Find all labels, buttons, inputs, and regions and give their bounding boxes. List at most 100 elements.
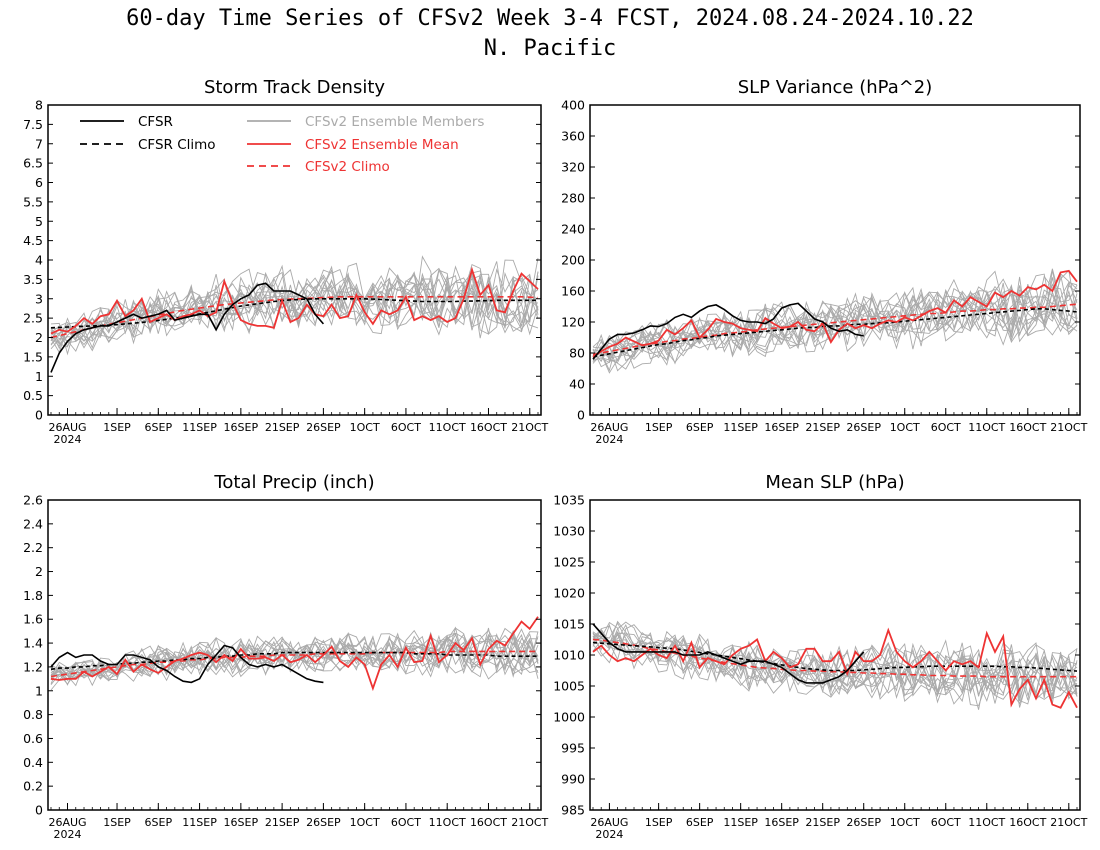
series-cfsr <box>50 282 325 373</box>
member-line <box>50 633 539 681</box>
member-line <box>592 624 1078 707</box>
x-tick-label: 21SEP <box>265 421 300 434</box>
x-tick-year: 2024 <box>54 828 82 841</box>
series-cfsv2-ensemble-mean <box>592 269 1078 358</box>
x-tick-label: 21OCT <box>511 421 548 434</box>
x-tick-label: 1SEP <box>103 816 131 829</box>
x-tick-label: 1SEP <box>103 421 131 434</box>
y-tick-label: 1.6 <box>23 612 43 627</box>
figure-title: 60-day Time Series of CFSv2 Week 3-4 FCS… <box>126 6 974 31</box>
member-line <box>592 273 1078 366</box>
chart-panel-4: Mean SLP (hPa) 985 990 995 1000 1005 1010 1015 1… <box>553 472 1087 841</box>
plot-frame <box>589 104 1081 416</box>
y-tick-label: 1015 <box>553 617 585 632</box>
x-tick-label: 21SEP <box>805 421 840 434</box>
member-line <box>592 282 1078 374</box>
series-cfsv2-climo <box>50 650 538 678</box>
y-tick-label: 160 <box>561 284 585 299</box>
y-tick-label: 400 <box>561 98 585 113</box>
series-cfsv2-climo <box>50 295 539 339</box>
x-tick-label: 11SEP <box>182 816 217 829</box>
y-tick-label: 1035 <box>553 493 585 508</box>
y-tick-label: 80 <box>569 346 585 361</box>
x-tick-label: 11OCT <box>429 816 466 829</box>
member-line <box>592 632 1078 700</box>
figure-subtitle: N. Pacific <box>483 36 617 61</box>
x-tick-label: 6OCT <box>391 816 421 829</box>
member-line <box>592 278 1078 362</box>
panel-title: Storm Track Density <box>204 77 385 98</box>
panel-title: Total Precip (inch) <box>213 472 374 493</box>
panel-title: Mean SLP (hPa) <box>765 472 904 493</box>
y-tick-label: 0.2 <box>23 779 43 794</box>
x-tick-label: 6SEP <box>145 421 173 434</box>
series-cfsr-climo <box>592 307 1078 358</box>
x-tick-label: 1OCT <box>350 421 380 434</box>
x-tick-label: 26SEP <box>306 421 341 434</box>
legend-label: CFSR <box>138 114 173 130</box>
x-tick-label: 26AUG <box>590 421 628 434</box>
y-tick-label: 2.5 <box>23 311 43 326</box>
series-cfsv2-climo <box>592 638 1077 678</box>
y-tick-label: 4.5 <box>23 233 43 248</box>
y-tick-label: 995 <box>561 741 585 756</box>
x-tick-label: 6SEP <box>686 816 714 829</box>
series-cfsv2-ensemble-mean <box>592 627 1078 709</box>
ensemble-members <box>592 268 1078 374</box>
member-line <box>50 268 539 347</box>
series-cfsr <box>50 644 324 684</box>
plot-frame <box>47 104 542 416</box>
x-tick-label: 1OCT <box>890 421 920 434</box>
x-tick-label: 21OCT <box>1050 816 1087 829</box>
y-tick-label: 360 <box>561 129 585 144</box>
series-cfsv2-ensemble-mean <box>50 266 539 335</box>
series-cfsr-climo <box>50 651 538 671</box>
y-tick-label: 5 <box>35 214 43 229</box>
y-tick-label: 990 <box>561 772 585 787</box>
x-tick-label: 16SEP <box>764 421 799 434</box>
member-line <box>592 285 1078 368</box>
legend-label: CFSR Climo <box>138 137 216 153</box>
y-tick-label: 1 <box>35 683 43 698</box>
y-tick-label: 2.6 <box>23 493 43 508</box>
y-tick-label: 1010 <box>553 648 585 663</box>
x-tick-label: 26AUG <box>590 816 628 829</box>
x-tick-label: 6OCT <box>931 816 961 829</box>
x-tick-label: 11SEP <box>723 816 758 829</box>
y-tick-label: 1030 <box>553 524 585 539</box>
y-tick-label: 320 <box>561 160 585 175</box>
y-tick-label: 4 <box>35 253 43 268</box>
y-tick-label: 7.5 <box>23 117 43 132</box>
y-tick-label: 0 <box>35 408 43 423</box>
figure-header: 60-day Time Series of CFSv2 Week 3-4 FCS… <box>0 0 1100 70</box>
x-tick-label: 26SEP <box>846 816 881 829</box>
member-line <box>50 267 539 349</box>
x-tick-label: 26AUG <box>48 816 86 829</box>
y-tick-label: 3 <box>35 291 43 306</box>
chart-panel-3: Total Precip (inch) 0 0.2 0.4 0.6 0.8 1 1.2 1.4 1… <box>23 472 548 841</box>
y-tick-label: 0.8 <box>23 707 43 722</box>
x-tick-label: 1OCT <box>890 816 920 829</box>
y-tick-label: 1.8 <box>23 588 43 603</box>
y-tick-label: 8 <box>35 98 43 113</box>
y-tick-label: 1000 <box>553 710 585 725</box>
x-tick-label: 11OCT <box>968 421 1005 434</box>
x-tick-label: 11OCT <box>968 816 1005 829</box>
y-tick-label: 2.4 <box>23 516 43 531</box>
series-cfsr <box>592 302 864 360</box>
x-tick-label: 1OCT <box>350 816 380 829</box>
x-tick-label: 6SEP <box>145 816 173 829</box>
x-tick-label: 16OCT <box>1009 816 1046 829</box>
x-tick-year: 2024 <box>595 433 623 446</box>
y-tick-label: 0.5 <box>23 388 43 403</box>
y-tick-label: 985 <box>561 803 585 818</box>
x-tick-label: 1SEP <box>645 816 673 829</box>
x-tick-label: 21OCT <box>1050 421 1087 434</box>
x-tick-label: 26AUG <box>48 421 86 434</box>
x-tick-label: 6OCT <box>391 421 421 434</box>
member-line <box>592 268 1078 363</box>
x-tick-label: 26SEP <box>306 816 341 829</box>
y-tick-label: 7 <box>35 136 43 151</box>
member-line <box>592 291 1078 364</box>
